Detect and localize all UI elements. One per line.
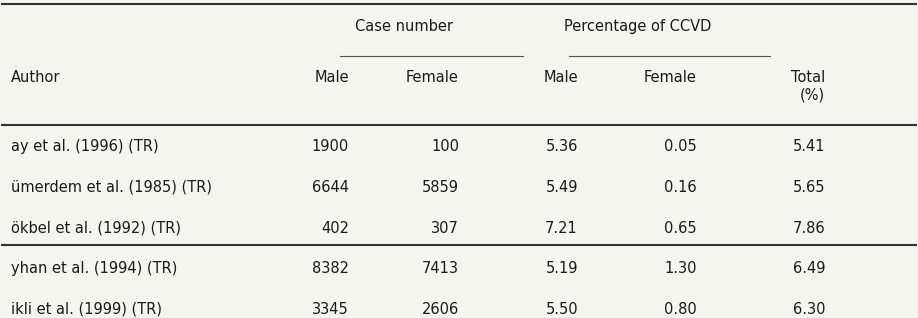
Text: 6644: 6644 bbox=[312, 180, 349, 195]
Text: 402: 402 bbox=[321, 221, 349, 236]
Text: 7413: 7413 bbox=[422, 261, 459, 276]
Text: 6.30: 6.30 bbox=[792, 302, 825, 317]
Text: 100: 100 bbox=[431, 139, 459, 154]
Text: 5.49: 5.49 bbox=[545, 180, 578, 195]
Text: 5.19: 5.19 bbox=[545, 261, 578, 276]
Text: Author: Author bbox=[10, 70, 60, 85]
Text: Case number: Case number bbox=[355, 19, 453, 34]
Text: Female: Female bbox=[644, 70, 697, 85]
Text: 7.21: 7.21 bbox=[545, 221, 578, 236]
Text: 6.49: 6.49 bbox=[792, 261, 825, 276]
Text: Female: Female bbox=[406, 70, 459, 85]
Text: 0.16: 0.16 bbox=[665, 180, 697, 195]
Text: 5.65: 5.65 bbox=[792, 180, 825, 195]
Text: 7.86: 7.86 bbox=[792, 221, 825, 236]
Text: 1900: 1900 bbox=[312, 139, 349, 154]
Text: 2606: 2606 bbox=[421, 302, 459, 317]
Text: ökbel et al. (1992) (TR): ökbel et al. (1992) (TR) bbox=[10, 221, 181, 236]
Text: 5.36: 5.36 bbox=[545, 139, 578, 154]
Text: 5.50: 5.50 bbox=[545, 302, 578, 317]
Text: 0.80: 0.80 bbox=[665, 302, 697, 317]
Text: Male: Male bbox=[543, 70, 578, 85]
Text: 5859: 5859 bbox=[422, 180, 459, 195]
Text: Percentage of CCVD: Percentage of CCVD bbox=[564, 19, 711, 34]
Text: yhan et al. (1994) (TR): yhan et al. (1994) (TR) bbox=[10, 261, 177, 276]
Text: 0.65: 0.65 bbox=[665, 221, 697, 236]
Text: Total
(%): Total (%) bbox=[790, 70, 825, 103]
Text: 1.30: 1.30 bbox=[665, 261, 697, 276]
Text: 307: 307 bbox=[431, 221, 459, 236]
Text: 8382: 8382 bbox=[312, 261, 349, 276]
Text: ikli et al. (1999) (TR): ikli et al. (1999) (TR) bbox=[10, 302, 162, 317]
Text: Male: Male bbox=[315, 70, 349, 85]
Text: 0.05: 0.05 bbox=[665, 139, 697, 154]
Text: ay et al. (1996) (TR): ay et al. (1996) (TR) bbox=[10, 139, 158, 154]
Text: 3345: 3345 bbox=[312, 302, 349, 317]
Text: ümerdem et al. (1985) (TR): ümerdem et al. (1985) (TR) bbox=[10, 180, 211, 195]
Text: 5.41: 5.41 bbox=[792, 139, 825, 154]
